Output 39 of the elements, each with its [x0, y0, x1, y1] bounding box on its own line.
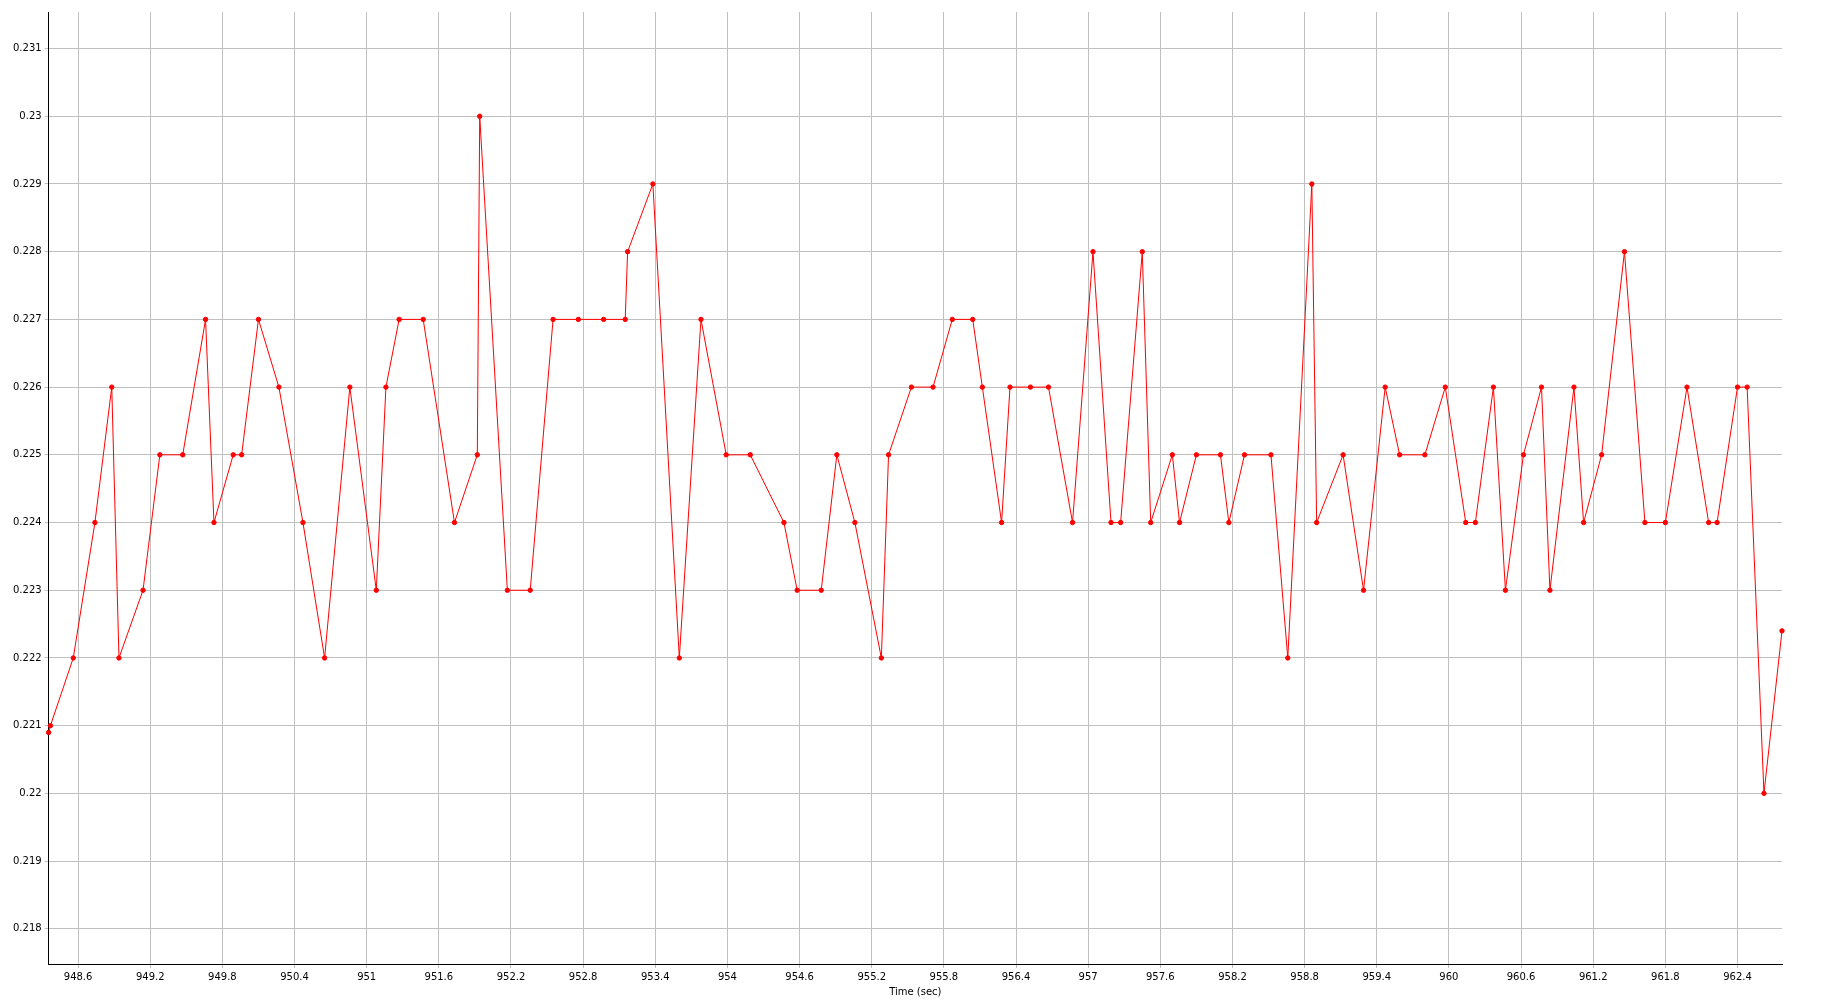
y-tick-label: 0.219: [12, 854, 42, 866]
x-axis-title: Time (sec): [888, 985, 942, 997]
y-tick-label: 0.223: [12, 583, 42, 595]
y-tick-label: 0.224: [12, 516, 42, 528]
x-tick-label: 958.2: [1218, 970, 1247, 982]
x-tick-label: 951: [357, 970, 377, 982]
y-tick-label: 0.22: [19, 786, 42, 798]
x-tick-label: 948.6: [63, 970, 93, 982]
x-tick-label: 955.2: [857, 970, 887, 982]
y-tick-label: 0.225: [12, 448, 42, 460]
y-tick-label: 0.228: [12, 245, 42, 257]
x-tick-label: 961.8: [1651, 970, 1680, 982]
x-tick-label: 958.8: [1290, 970, 1319, 982]
y-tick-label: 0.222: [12, 651, 42, 663]
x-tick-label: 951.6: [424, 970, 454, 982]
y-tick-label: 0.229: [12, 177, 42, 189]
x-tick-label: 954.6: [785, 970, 814, 982]
y-tick-label: 0.226: [12, 380, 42, 392]
x-tick-label: 959.4: [1362, 970, 1392, 982]
y-tick-label: 0.218: [12, 922, 42, 934]
x-tick-label: 954: [717, 970, 737, 982]
x-tick-label: 955.8: [929, 970, 959, 982]
x-tick-label: 961.2: [1578, 970, 1608, 982]
x-tick-label: 949.8: [208, 970, 237, 982]
x-tick-label: 952.2: [496, 970, 526, 982]
x-tick-label: 950.4: [280, 970, 309, 982]
x-tick-label: 949.2: [135, 970, 165, 982]
x-tick-label: 956.4: [1001, 970, 1031, 982]
x-tick-label: 952.8: [568, 970, 598, 982]
x-tick-label: 962.4: [1723, 970, 1752, 982]
x-tick-label: 960: [1439, 970, 1459, 982]
y-tick-label: 0.227: [12, 313, 42, 324]
x-tick-label: 960.6: [1506, 970, 1536, 982]
y-tick-label: 0.221: [12, 719, 42, 731]
x-tick-label: 957.6: [1146, 970, 1175, 982]
y-tick-label: 0.23: [19, 109, 42, 121]
y-tick-label: 0.231: [12, 42, 42, 54]
x-tick-label: 957: [1078, 970, 1098, 982]
x-tick-label: 953.4: [640, 970, 670, 982]
